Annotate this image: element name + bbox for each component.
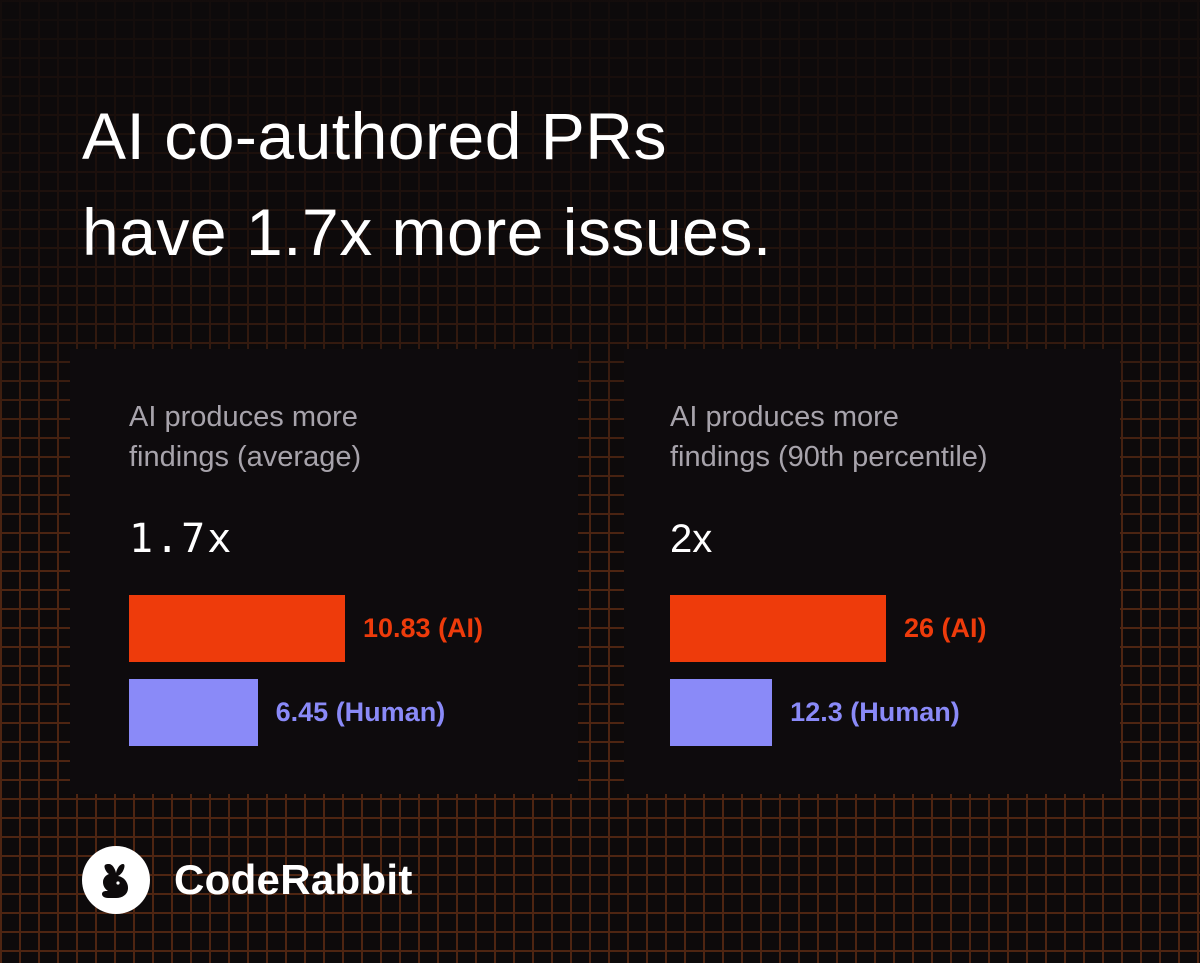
- chart-title-line-1: AI produces more: [129, 401, 358, 433]
- chart-card-average: AI produces more findings (average) 1.7x…: [70, 349, 578, 794]
- bar-row-human: 6.45 (Human): [129, 679, 445, 746]
- bar-human: [670, 679, 773, 746]
- bar-row-human: 12.3 (Human): [670, 679, 960, 746]
- bar-label-ai: 26 (AI): [904, 613, 987, 643]
- headline-line-2: have 1.7x more issues.: [82, 195, 772, 269]
- headline-line-1: AI co-authored PRs: [82, 99, 667, 173]
- chart-card-90th-percentile: AI produces more findings (90th percenti…: [624, 349, 1120, 794]
- rabbit-logo-icon: [82, 846, 150, 914]
- bar-row-ai: 26 (AI): [670, 595, 987, 662]
- bar-human: [129, 679, 258, 746]
- bar-row-ai: 10.83 (AI): [129, 595, 483, 662]
- bar-label-human: 6.45 (Human): [275, 697, 446, 727]
- chart-title-line-1: AI produces more: [670, 401, 899, 433]
- bar-label-ai: 10.83 (AI): [363, 613, 484, 643]
- chart-title: AI produces more findings (90th percenti…: [670, 397, 988, 477]
- rabbit-silhouette: [102, 864, 128, 898]
- brand: CodeRabbit: [82, 846, 413, 914]
- chart-title-line-2: findings (90th percentile): [670, 441, 988, 473]
- bar-ai: [129, 595, 345, 662]
- bar-label-human: 12.3 (Human): [790, 697, 960, 727]
- ratio-value: 2x: [670, 517, 713, 561]
- headline: AI co-authored PRs have 1.7x more issues…: [82, 88, 772, 280]
- ratio-value: 1.7x: [129, 516, 234, 562]
- bar-ai: [670, 595, 886, 662]
- brand-name: CodeRabbit: [174, 856, 413, 903]
- chart-title: AI produces more findings (average): [129, 397, 361, 477]
- chart-title-line-2: findings (average): [129, 441, 362, 473]
